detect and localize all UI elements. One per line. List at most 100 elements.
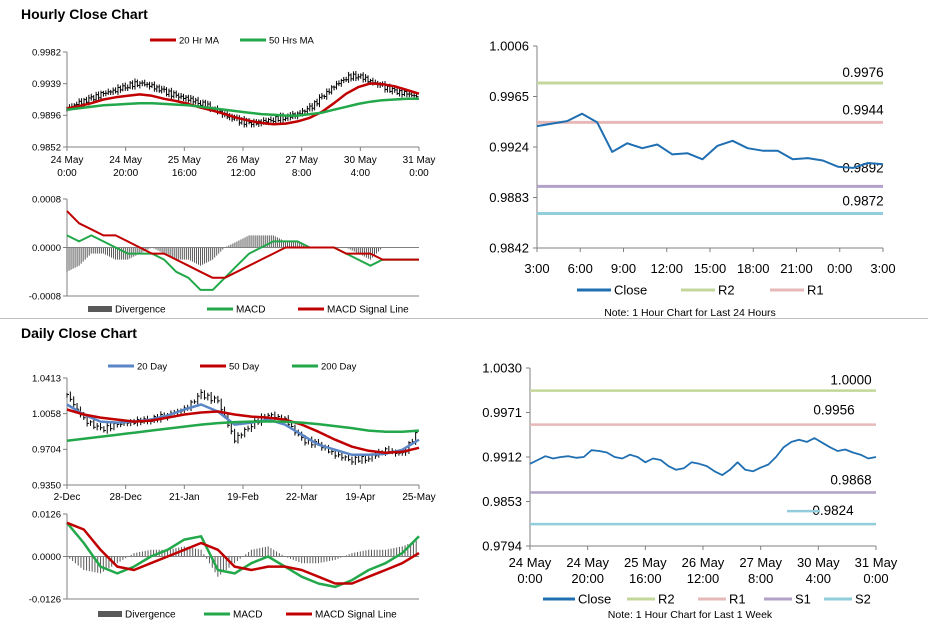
hourly-macd-macd-line: [66, 234, 419, 291]
hourly-price-y-tick-label: 0.9939: [32, 79, 61, 90]
daily-levels-x-tick-label: 20:00: [571, 571, 604, 586]
hourly-levels-x-tick-label: 18:00: [737, 261, 770, 276]
hourly-price-legend-label: 50 Hrs MA: [269, 35, 315, 46]
daily-price-y-tick-label: 1.0413: [32, 373, 61, 384]
daily-levels-s2-label: 0.9824: [812, 503, 854, 518]
daily-levels-y-tick-label: 1.0030: [482, 361, 522, 376]
hourly-price-x-tick-label: 27 May: [285, 155, 318, 166]
daily-levels-x-tick-label: 16:00: [629, 571, 662, 586]
daily-price-ma50-line: [66, 408, 420, 455]
daily-levels-legend-label: S2: [855, 592, 871, 607]
daily-price-y-tick-label: 1.0058: [32, 409, 61, 420]
hourly-price-y-tick-label: 0.9896: [32, 111, 61, 122]
hourly-price-x-tick-label: 0:00: [57, 168, 77, 179]
daily-levels-x-tick-label: 24 May: [566, 555, 609, 570]
daily-levels-legend-label: R2: [658, 592, 675, 607]
daily-price-ma20-line: [66, 403, 420, 457]
daily-chart-title: Daily Close Chart: [21, 325, 137, 341]
hourly-levels-y-tick-label: 0.9924: [489, 140, 529, 155]
daily-levels-y-tick-label: 0.9912: [482, 450, 522, 465]
hourly-chart-title: Hourly Close Chart: [21, 6, 148, 22]
daily-price-x-tick-label: 21-Jan: [169, 492, 200, 503]
daily-levels-r2-label: 1.0000: [830, 373, 871, 388]
daily-macd-legend-label: Divergence: [125, 610, 176, 621]
daily-macd-legend-label: MACD: [233, 610, 262, 621]
section-divider: [0, 318, 928, 319]
daily-price-x-tick-label: 28-Dec: [110, 492, 142, 503]
daily-levels-x-tick-label: 12:00: [687, 571, 720, 586]
hourly-levels-x-tick-label: 9:00: [611, 261, 636, 276]
hourly-price-x-tick-label: 8:00: [292, 168, 312, 179]
hourly-price-x-tick-label: 4:00: [351, 168, 371, 179]
hourly-levels-x-tick-label: 21:00: [780, 261, 813, 276]
hourly-levels-x-tick-label: 6:00: [568, 261, 593, 276]
daily-levels-note: Note: 1 Hour Chart for Last 1 Week: [608, 609, 773, 621]
daily-levels-x-tick-label: 26 May: [682, 555, 725, 570]
hourly-macd-y-tick-label: 0.0008: [32, 194, 61, 205]
daily-macd-y-tick-label: -0.0126: [29, 594, 61, 605]
daily-price-x-tick-label: 22-Mar: [286, 492, 318, 503]
daily-price-legend-label: 50 Day: [229, 361, 259, 372]
hourly-macd-signal-line: [66, 210, 419, 279]
daily-levels-legend-label: Close: [578, 592, 611, 607]
hourly-price-y-tick-label: 0.9982: [32, 47, 61, 58]
hourly-levels-note: Note: 1 Hour Chart for Last 24 Hours: [604, 307, 776, 319]
hourly-price-x-tick-label: 26 May: [227, 155, 260, 166]
hourly-levels-x-tick-label: 3:00: [870, 261, 895, 276]
hourly-levels-y-tick-label: 0.9842: [489, 241, 529, 256]
hourly-macd-y-tick-label: -0.0008: [29, 291, 61, 302]
daily-price-ma200-line: [66, 420, 420, 442]
hourly-levels-x-tick-label: 3:00: [524, 261, 549, 276]
hourly-price-y-tick-label: 0.9852: [32, 142, 61, 153]
daily-macd-legend-label: MACD Signal Line: [315, 610, 397, 621]
daily-price-legend-label: 200 Day: [321, 361, 357, 372]
daily-price-y-tick-label: 0.9350: [32, 480, 61, 491]
hourly-levels-x-tick-label: 15:00: [694, 261, 727, 276]
hourly-levels-y-tick-label: 0.9965: [489, 89, 529, 104]
hourly-price-x-tick-label: 16:00: [172, 168, 197, 179]
hourly-levels-x-tick-label: 12:00: [650, 261, 683, 276]
hourly-macd-legend-swatch: [88, 306, 112, 312]
hourly-price-x-tick-label: 25 May: [168, 155, 201, 166]
daily-price-y-tick-label: 0.9704: [32, 445, 61, 456]
hourly-price-x-tick-label: 12:00: [230, 168, 255, 179]
hourly-macd-legend-label: MACD Signal Line: [327, 305, 409, 316]
daily-macd-legend-swatch: [98, 611, 122, 617]
daily-price-x-tick-label: 25-May: [402, 492, 435, 503]
daily-macd-y-tick-label: 0.0126: [32, 509, 61, 520]
hourly-price-ma20-line: [66, 82, 420, 126]
hourly-price-x-tick-label: 30 May: [344, 155, 377, 166]
daily-price-x-tick-label: 19-Feb: [227, 492, 259, 503]
daily-levels-x-tick-label: 27 May: [739, 555, 782, 570]
daily-price-x-tick-label: 2-Dec: [54, 492, 81, 503]
hourly-price-x-tick-label: 24 May: [51, 155, 84, 166]
daily-macd-y-tick-label: 0.0000: [32, 552, 61, 563]
hourly-price-x-tick-label: 20:00: [113, 168, 138, 179]
hourly-levels-close-line: [536, 112, 884, 169]
daily-levels-x-tick-label: 30 May: [797, 555, 840, 570]
daily-levels-legend-label: S1: [795, 592, 811, 607]
hourly-price-ma50-line: [66, 97, 419, 117]
daily-levels-x-tick-label: 31 May: [855, 555, 898, 570]
daily-levels-x-tick-label: 4:00: [806, 571, 831, 586]
hourly-levels-legend-label: Close: [614, 283, 647, 298]
hourly-levels-r2-label: 0.9976: [842, 65, 883, 80]
hourly-price-x-tick-label: 0:00: [409, 168, 429, 179]
daily-levels-x-tick-label: 25 May: [624, 555, 667, 570]
hourly-levels-s2-label: 0.9872: [842, 194, 883, 209]
daily-levels-s1-label: 0.9868: [830, 472, 871, 487]
daily-levels-legend-label: R1: [729, 592, 746, 607]
hourly-levels-legend-label: R2: [718, 283, 735, 298]
hourly-macd-legend-label: Divergence: [115, 305, 166, 316]
daily-levels-y-tick-label: 0.9794: [482, 539, 522, 554]
daily-levels-x-tick-label: 8:00: [748, 571, 773, 586]
daily-macd-signal-line: [66, 521, 420, 585]
daily-levels-x-tick-label: 0:00: [863, 571, 888, 586]
hourly-macd-legend-label: MACD: [236, 305, 265, 316]
daily-levels-x-tick-label: 0:00: [517, 571, 542, 586]
daily-levels-y-tick-label: 0.9853: [482, 494, 522, 509]
hourly-price-legend-label: 20 Hr MA: [179, 35, 220, 46]
hourly-price-x-tick-label: 24 May: [109, 155, 142, 166]
hourly-levels-x-tick-label: 0:00: [827, 261, 852, 276]
